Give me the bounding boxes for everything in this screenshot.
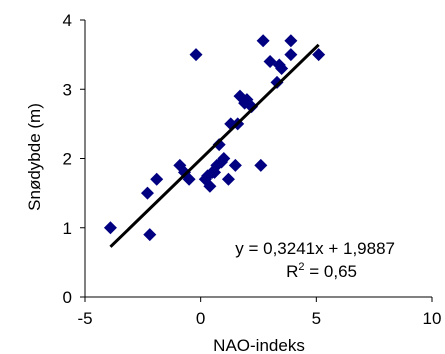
x-tick-label: 0: [196, 309, 205, 328]
x-tick-label: -5: [77, 309, 92, 328]
y-tick-label: 4: [63, 11, 72, 30]
data-point: [263, 55, 277, 69]
data-point: [140, 186, 154, 200]
data-point: [312, 48, 326, 62]
y-tick-label: 2: [63, 150, 72, 169]
r-squared-label: R2 = 0,65: [286, 261, 357, 281]
data-point: [150, 172, 164, 186]
x-tick-label: 5: [312, 309, 321, 328]
data-point: [217, 152, 231, 165]
data-point: [103, 221, 117, 235]
data-point: [254, 158, 268, 172]
data-point: [189, 48, 203, 62]
data-points: [103, 34, 326, 242]
y-tick-label: 0: [63, 288, 72, 307]
data-point: [143, 228, 157, 242]
data-point: [221, 172, 235, 186]
data-point: [284, 48, 298, 62]
trendline: [109, 43, 320, 248]
axis-tick-labels: 0 1 2 3 4 -5 0 5 10: [63, 11, 442, 328]
data-point: [203, 179, 217, 193]
y-tick-label: 3: [63, 80, 72, 99]
y-tick-label: 1: [63, 219, 72, 238]
data-point: [212, 138, 226, 152]
data-point: [275, 61, 289, 75]
data-point: [245, 100, 259, 114]
r-squared-superscript: 2: [298, 261, 304, 273]
data-point: [228, 158, 242, 172]
data-point: [256, 34, 270, 48]
x-tick-label: 10: [423, 309, 442, 328]
data-point: [284, 34, 298, 48]
x-axis-label: NAO-indeks: [213, 336, 305, 354]
axis-ticks: [80, 19, 433, 302]
r-squared-prefix: R: [286, 262, 298, 281]
trendline-equation: y = 0,3241x + 1,9887: [235, 239, 395, 258]
r-squared-value: = 0,65: [305, 262, 357, 281]
data-point: [182, 172, 196, 186]
data-point: [270, 75, 284, 89]
y-axis-label: Snødybde (m): [25, 103, 44, 211]
